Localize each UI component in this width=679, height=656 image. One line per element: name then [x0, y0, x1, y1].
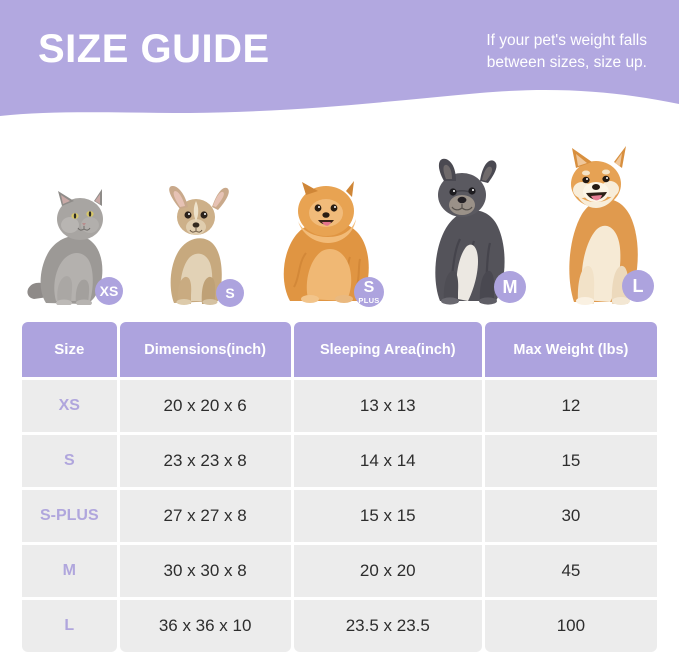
header-note-line2: between sizes, size up.	[486, 54, 647, 72]
cell-sleeping-area: 13 x 13	[293, 380, 482, 432]
column-header-size: Size	[22, 322, 117, 377]
table-row: S-PLUS 27 x 27 x 8 15 x 15 30	[22, 490, 657, 542]
header-note-line1: If your pet's weight falls	[486, 32, 647, 49]
table-body: XS 20 x 20 x 6 13 x 13 12 S 23 x 23 x 8 …	[22, 380, 657, 652]
cell-dimensions: 27 x 27 x 8	[119, 490, 291, 542]
cell-sleeping-area: 15 x 15	[293, 490, 482, 542]
header-banner: SIZE GUIDE If your pet's weight falls be…	[0, 0, 679, 125]
table-row: XS 20 x 20 x 6 13 x 13 12	[22, 380, 657, 432]
page-title: SIZE GUIDE	[38, 27, 270, 71]
column-header-max-weight: Max Weight (lbs)	[484, 322, 657, 377]
cell-max-weight: 15	[484, 435, 657, 487]
cat-illustration	[27, 189, 103, 305]
animal-illustration-row: XS	[0, 120, 679, 307]
size-badge-l-label: L	[632, 276, 644, 296]
french-bulldog-illustration	[435, 158, 505, 305]
cell-max-weight: 100	[484, 600, 657, 652]
size-badge-m-label: M	[502, 277, 518, 297]
cell-dimensions: 20 x 20 x 6	[119, 380, 291, 432]
cell-size: L	[22, 600, 117, 652]
header-wave-shape	[0, 0, 679, 116]
chihuahua-illustration	[169, 185, 229, 305]
cell-dimensions: 30 x 30 x 8	[119, 545, 291, 597]
table-row: L 36 x 36 x 10 23.5 x 23.5 100	[22, 600, 657, 652]
animal-shiba-inu: L	[544, 140, 654, 305]
cell-size: XS	[22, 380, 117, 432]
size-badge-s-plus-sublabel: PLUS	[358, 295, 380, 305]
cell-max-weight: 12	[484, 380, 657, 432]
animal-pomeranian: S PLUS	[272, 177, 384, 307]
column-header-dimensions: Dimensions(inch)	[119, 322, 291, 377]
table-header-row: Size Dimensions(inch) Sleeping Area(inch…	[22, 322, 657, 377]
animal-chihuahua: S	[146, 183, 244, 307]
animal-british-shorthair-cat: XS	[22, 173, 123, 305]
cell-dimensions: 23 x 23 x 8	[119, 435, 291, 487]
size-badge-s-plus: S PLUS	[354, 277, 384, 307]
cell-sleeping-area: 23.5 x 23.5	[293, 600, 482, 652]
cell-size: M	[22, 545, 117, 597]
header-note: If your pet's weight falls between sizes…	[486, 30, 647, 75]
size-table: Size Dimensions(inch) Sleeping Area(inch…	[22, 322, 657, 655]
cell-sleeping-area: 14 x 14	[293, 435, 482, 487]
table-row: M 30 x 30 x 8 20 x 20 45	[22, 545, 657, 597]
cell-dimensions: 36 x 36 x 10	[119, 600, 291, 652]
cell-sleeping-area: 20 x 20	[293, 545, 482, 597]
animal-french-bulldog: M	[414, 153, 526, 305]
cell-max-weight: 30	[484, 490, 657, 542]
pomeranian-illustration	[283, 181, 369, 303]
column-header-sleeping-area: Sleeping Area(inch)	[293, 322, 482, 377]
cell-size: S-PLUS	[22, 490, 117, 542]
size-badge-m: M	[494, 271, 526, 303]
size-badge-xs-label: XS	[99, 283, 119, 299]
cell-max-weight: 45	[484, 545, 657, 597]
size-badge-l: L	[622, 270, 654, 302]
table-row: S 23 x 23 x 8 14 x 14 15	[22, 435, 657, 487]
size-badge-s-plus-label: S	[363, 278, 375, 296]
cell-size: S	[22, 435, 117, 487]
size-badge-s-label: S	[225, 285, 235, 301]
size-badge-s: S	[216, 279, 244, 307]
size-badge-xs: XS	[95, 277, 123, 305]
